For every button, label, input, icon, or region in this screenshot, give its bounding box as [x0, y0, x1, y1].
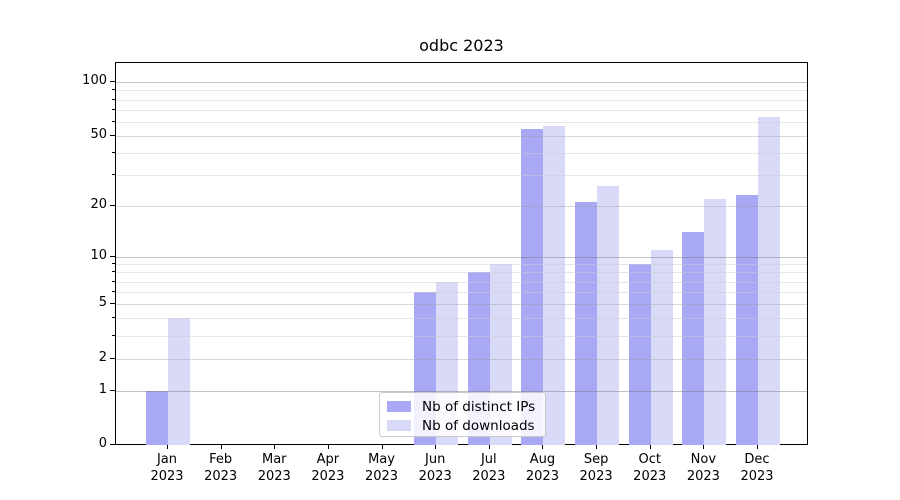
x-tick-label-dec: Dec 2023: [740, 452, 774, 484]
x-tick-label-sep: Sep 2023: [579, 452, 613, 484]
legend-label-downloads: Nb of downloads: [422, 417, 535, 434]
gridline-2: [116, 358, 807, 360]
gridline-6: [116, 292, 807, 294]
y-minor-tick-8: [112, 271, 115, 273]
gridline-80: [116, 99, 807, 101]
x-tick-label-jan: Jan 2023: [150, 452, 184, 484]
y-tick-label-5: 5: [98, 295, 107, 311]
legend-swatch-distinct-ips: [387, 401, 411, 412]
gridline-8: [116, 272, 807, 274]
y-minor-tick-4: [112, 317, 115, 319]
legend-item-downloads: Nb of downloads: [387, 417, 545, 434]
x-tick-label-nov: Nov 2023: [686, 452, 720, 484]
gridline-3: [116, 336, 807, 338]
bar-nov-distinct-ips: [682, 232, 705, 445]
gridline-100: [116, 82, 807, 84]
legend-item-distinct-ips: Nb of distinct IPs: [387, 398, 545, 415]
x-tick-label-may: May 2023: [364, 452, 399, 484]
x-tick-label-oct: Oct 2023: [633, 452, 667, 484]
gridline-1: [116, 390, 807, 392]
y-tick-label-2: 2: [98, 349, 107, 365]
y-tick-2: [110, 357, 115, 359]
y-tick-label-0: 0: [98, 436, 107, 451]
x-tick-jan: [167, 445, 168, 449]
y-tick-5: [110, 303, 115, 305]
x-tick-sep: [596, 445, 598, 449]
y-tick-20: [110, 204, 115, 206]
x-tick-label-feb: Feb 2023: [204, 452, 238, 484]
x-tick-nov: [703, 445, 705, 449]
legend-swatch-downloads: [387, 420, 411, 431]
y-tick-50: [110, 134, 115, 136]
bar-aug-downloads: [543, 125, 566, 445]
x-tick-mar: [274, 445, 276, 449]
y-minor-tick-90: [112, 89, 115, 91]
y-minor-tick-6: [112, 291, 115, 293]
gridline-30: [116, 175, 807, 177]
y-minor-tick-7: [112, 280, 115, 282]
gridline-50: [116, 135, 807, 137]
y-tick-label-20: 20: [90, 196, 107, 212]
x-tick-apr: [327, 445, 329, 449]
gridline-5: [116, 304, 807, 306]
bar-oct-distinct-ips: [628, 264, 651, 445]
y-minor-tick-80: [112, 98, 115, 100]
y-tick-10: [110, 255, 115, 257]
bar-dec-distinct-ips: [735, 195, 758, 445]
x-tick-jun: [435, 445, 437, 449]
y-minor-tick-60: [112, 120, 115, 122]
y-tick-label-10: 10: [90, 247, 107, 263]
y-tick-1: [110, 389, 115, 391]
x-tick-label-aug: Aug 2023: [525, 452, 559, 484]
x-tick-jul: [488, 445, 490, 449]
x-tick-dec: [756, 445, 758, 449]
gridline-20: [116, 205, 807, 207]
y-minor-tick-70: [112, 108, 115, 110]
x-tick-label-mar: Mar 2023: [257, 452, 291, 484]
gridline-7: [116, 281, 807, 283]
chart-title: odbc 2023: [419, 36, 504, 55]
x-tick-may: [381, 445, 383, 449]
x-tick-feb: [220, 445, 222, 449]
y-minor-tick-40: [112, 152, 115, 154]
x-tick-label-apr: Apr 2023: [311, 452, 345, 484]
y-tick-label-1: 1: [98, 381, 107, 397]
gridline-90: [116, 90, 807, 92]
bar-jan-downloads: [168, 318, 190, 445]
gridline-40: [116, 153, 807, 155]
x-tick-label-jul: Jul 2023: [472, 452, 506, 484]
gridline-9: [116, 264, 807, 265]
y-minor-tick-30: [112, 174, 115, 176]
plot-area: [115, 62, 808, 445]
y-tick-0: [110, 444, 115, 445]
y-tick-label-100: 100: [82, 73, 107, 89]
bar-sep-downloads: [597, 185, 620, 445]
bar-aug-distinct-ips: [521, 128, 544, 445]
legend-label-distinct-ips: Nb of distinct IPs: [422, 398, 536, 415]
bar-nov-downloads: [704, 198, 727, 445]
bar-oct-downloads: [650, 249, 673, 445]
x-tick-aug: [542, 445, 544, 449]
bar-sep-distinct-ips: [575, 202, 598, 445]
bar-dec-downloads: [757, 116, 780, 445]
gridline-10: [116, 256, 807, 258]
y-minor-tick-3: [112, 335, 115, 337]
gridline-60: [116, 121, 807, 123]
gridline-70: [116, 109, 807, 111]
legend: Nb of distinct IPs Nb of downloads: [379, 392, 546, 437]
x-tick-label-jun: Jun 2023: [418, 452, 452, 484]
y-tick-label-50: 50: [90, 126, 107, 142]
y-tick-100: [110, 81, 115, 83]
gridline-4: [116, 318, 807, 320]
y-minor-tick-9: [112, 263, 115, 264]
bar-jan-distinct-ips: [146, 390, 168, 445]
x-tick-oct: [649, 445, 651, 449]
